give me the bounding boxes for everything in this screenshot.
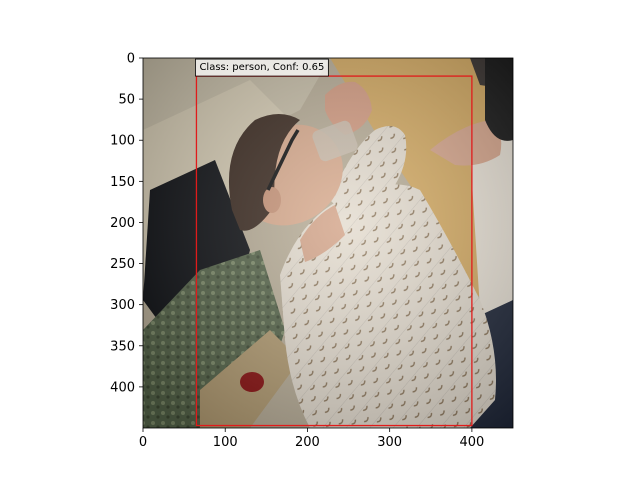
detection-label-background xyxy=(195,58,329,77)
y-axis: 0 50 100 150 200 250 300 350 400 xyxy=(110,52,143,395)
y-tick-label: 200 xyxy=(110,216,135,231)
y-tick-label: 150 xyxy=(110,175,135,190)
y-tick-label: 100 xyxy=(110,134,135,149)
x-tick-label: 200 xyxy=(295,435,320,450)
lighting-overlay xyxy=(143,58,513,428)
y-tick-label: 300 xyxy=(110,298,135,313)
photo-scene xyxy=(143,58,513,428)
detection-box xyxy=(195,75,473,427)
y-tick-label: 50 xyxy=(118,93,135,108)
y-tick-label: 400 xyxy=(110,380,135,395)
x-tick-label: 300 xyxy=(377,435,402,450)
detection-label: Class: person, Conf: 0.65 xyxy=(195,58,329,77)
x-tick-label: 100 xyxy=(213,435,238,450)
x-tick-label: 0 xyxy=(139,435,147,450)
x-tick-label: 400 xyxy=(459,435,484,450)
detection-label-text: Class: person, Conf: 0.65 xyxy=(199,62,324,73)
axes-frame xyxy=(142,57,514,429)
y-tick-label: 350 xyxy=(110,339,135,354)
y-tick-label: 250 xyxy=(110,257,135,272)
x-axis: 0 100 200 300 400 xyxy=(139,428,484,450)
y-tick-label: 0 xyxy=(127,52,135,67)
